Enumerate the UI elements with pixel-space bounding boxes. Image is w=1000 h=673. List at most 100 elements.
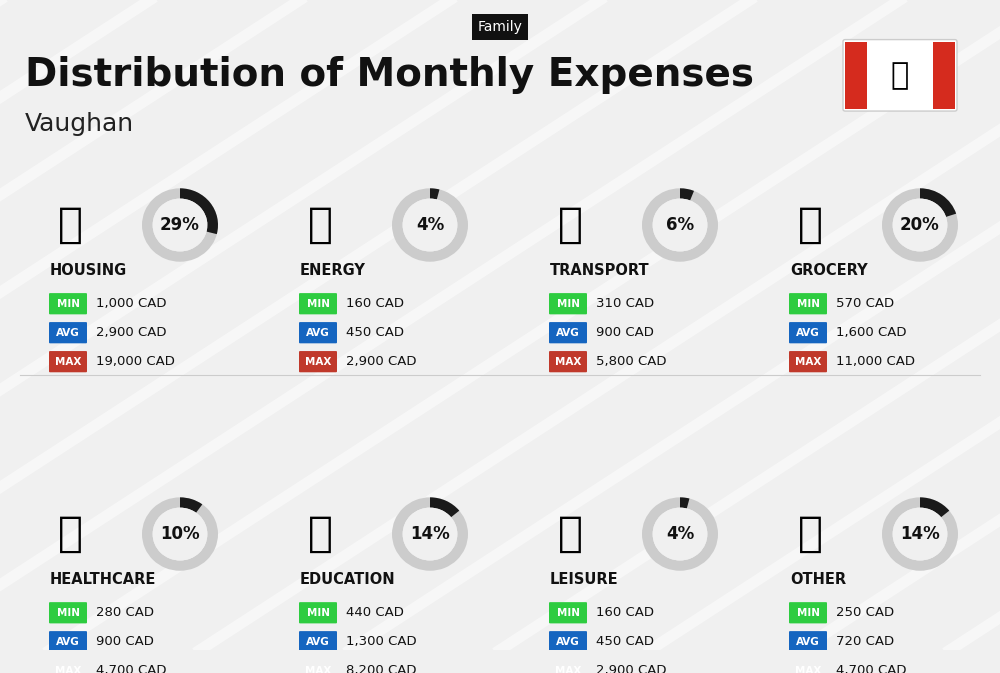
FancyBboxPatch shape xyxy=(549,322,587,343)
FancyBboxPatch shape xyxy=(49,631,87,652)
Text: 29%: 29% xyxy=(160,216,200,234)
Text: 440 CAD: 440 CAD xyxy=(346,606,404,619)
Text: 4%: 4% xyxy=(666,525,694,543)
Text: 🍁: 🍁 xyxy=(891,61,909,90)
Text: 4,700 CAD: 4,700 CAD xyxy=(96,664,166,673)
Text: 11,000 CAD: 11,000 CAD xyxy=(836,355,915,368)
Text: Distribution of Monthly Expenses: Distribution of Monthly Expenses xyxy=(25,57,754,94)
Text: 900 CAD: 900 CAD xyxy=(596,326,654,339)
Text: OTHER: OTHER xyxy=(790,572,846,587)
Circle shape xyxy=(403,507,457,561)
FancyBboxPatch shape xyxy=(299,602,337,623)
FancyBboxPatch shape xyxy=(49,293,87,314)
Wedge shape xyxy=(642,497,718,571)
Text: MAX: MAX xyxy=(555,357,581,367)
Text: MAX: MAX xyxy=(305,357,331,367)
Text: 450 CAD: 450 CAD xyxy=(596,635,654,648)
Text: 🔌: 🔌 xyxy=(308,204,332,246)
Text: AVG: AVG xyxy=(56,637,80,647)
Wedge shape xyxy=(142,188,218,262)
Text: 310 CAD: 310 CAD xyxy=(596,297,654,310)
Circle shape xyxy=(653,199,707,252)
FancyBboxPatch shape xyxy=(789,351,827,372)
Text: 💰: 💰 xyxy=(798,513,822,555)
Circle shape xyxy=(653,507,707,561)
Text: 🛒: 🛒 xyxy=(798,204,822,246)
Text: MAX: MAX xyxy=(795,666,821,673)
FancyBboxPatch shape xyxy=(843,40,957,111)
Text: MAX: MAX xyxy=(55,357,81,367)
Text: MIN: MIN xyxy=(556,608,580,618)
Text: 2,900 CAD: 2,900 CAD xyxy=(596,664,666,673)
FancyBboxPatch shape xyxy=(549,293,587,314)
Text: 🚌: 🚌 xyxy=(558,204,582,246)
FancyBboxPatch shape xyxy=(789,322,827,343)
FancyBboxPatch shape xyxy=(789,602,827,623)
FancyBboxPatch shape xyxy=(845,42,867,109)
Circle shape xyxy=(153,199,207,252)
Text: 🎓: 🎓 xyxy=(308,513,332,555)
Text: 2,900 CAD: 2,900 CAD xyxy=(346,355,416,368)
Text: 900 CAD: 900 CAD xyxy=(96,635,154,648)
Text: 14%: 14% xyxy=(410,525,450,543)
Text: 14%: 14% xyxy=(900,525,940,543)
Text: MIN: MIN xyxy=(796,299,820,309)
Wedge shape xyxy=(680,188,694,201)
Circle shape xyxy=(153,507,207,561)
Text: AVG: AVG xyxy=(796,328,820,338)
Wedge shape xyxy=(920,497,949,518)
Text: AVG: AVG xyxy=(306,328,330,338)
Text: 1,000 CAD: 1,000 CAD xyxy=(96,297,166,310)
Wedge shape xyxy=(392,497,468,571)
Text: AVG: AVG xyxy=(306,637,330,647)
Wedge shape xyxy=(392,188,468,262)
Text: 450 CAD: 450 CAD xyxy=(346,326,404,339)
Text: MAX: MAX xyxy=(55,666,81,673)
Text: 160 CAD: 160 CAD xyxy=(346,297,404,310)
Text: 4%: 4% xyxy=(416,216,444,234)
Text: 1,300 CAD: 1,300 CAD xyxy=(346,635,417,648)
FancyBboxPatch shape xyxy=(49,351,87,372)
Circle shape xyxy=(403,199,457,252)
Text: AVG: AVG xyxy=(556,328,580,338)
Text: 🛍️: 🛍️ xyxy=(558,513,582,555)
Text: 6%: 6% xyxy=(666,216,694,234)
Text: 🏢: 🏢 xyxy=(58,204,82,246)
FancyBboxPatch shape xyxy=(789,293,827,314)
FancyBboxPatch shape xyxy=(549,660,587,673)
FancyBboxPatch shape xyxy=(549,351,587,372)
FancyBboxPatch shape xyxy=(299,322,337,343)
Wedge shape xyxy=(920,188,956,217)
FancyBboxPatch shape xyxy=(49,322,87,343)
Text: MAX: MAX xyxy=(555,666,581,673)
Wedge shape xyxy=(430,497,459,518)
Text: 1,600 CAD: 1,600 CAD xyxy=(836,326,906,339)
Text: AVG: AVG xyxy=(56,328,80,338)
Text: MAX: MAX xyxy=(305,666,331,673)
Text: MIN: MIN xyxy=(556,299,580,309)
Wedge shape xyxy=(430,188,439,199)
Text: MIN: MIN xyxy=(306,608,330,618)
Text: GROCERY: GROCERY xyxy=(790,263,868,278)
Text: Vaughan: Vaughan xyxy=(25,112,134,136)
Text: 10%: 10% xyxy=(160,525,200,543)
Text: 20%: 20% xyxy=(900,216,940,234)
Text: 160 CAD: 160 CAD xyxy=(596,606,654,619)
Circle shape xyxy=(893,507,947,561)
FancyBboxPatch shape xyxy=(789,631,827,652)
Text: MIN: MIN xyxy=(56,608,80,618)
Text: 8,200 CAD: 8,200 CAD xyxy=(346,664,416,673)
FancyBboxPatch shape xyxy=(299,660,337,673)
FancyBboxPatch shape xyxy=(299,631,337,652)
Wedge shape xyxy=(142,497,218,571)
FancyBboxPatch shape xyxy=(789,660,827,673)
Wedge shape xyxy=(180,188,218,234)
FancyBboxPatch shape xyxy=(299,351,337,372)
FancyBboxPatch shape xyxy=(549,631,587,652)
Text: ENERGY: ENERGY xyxy=(300,263,366,278)
Text: AVG: AVG xyxy=(556,637,580,647)
FancyBboxPatch shape xyxy=(549,602,587,623)
FancyBboxPatch shape xyxy=(299,293,337,314)
Text: 💊: 💊 xyxy=(58,513,82,555)
FancyBboxPatch shape xyxy=(49,602,87,623)
